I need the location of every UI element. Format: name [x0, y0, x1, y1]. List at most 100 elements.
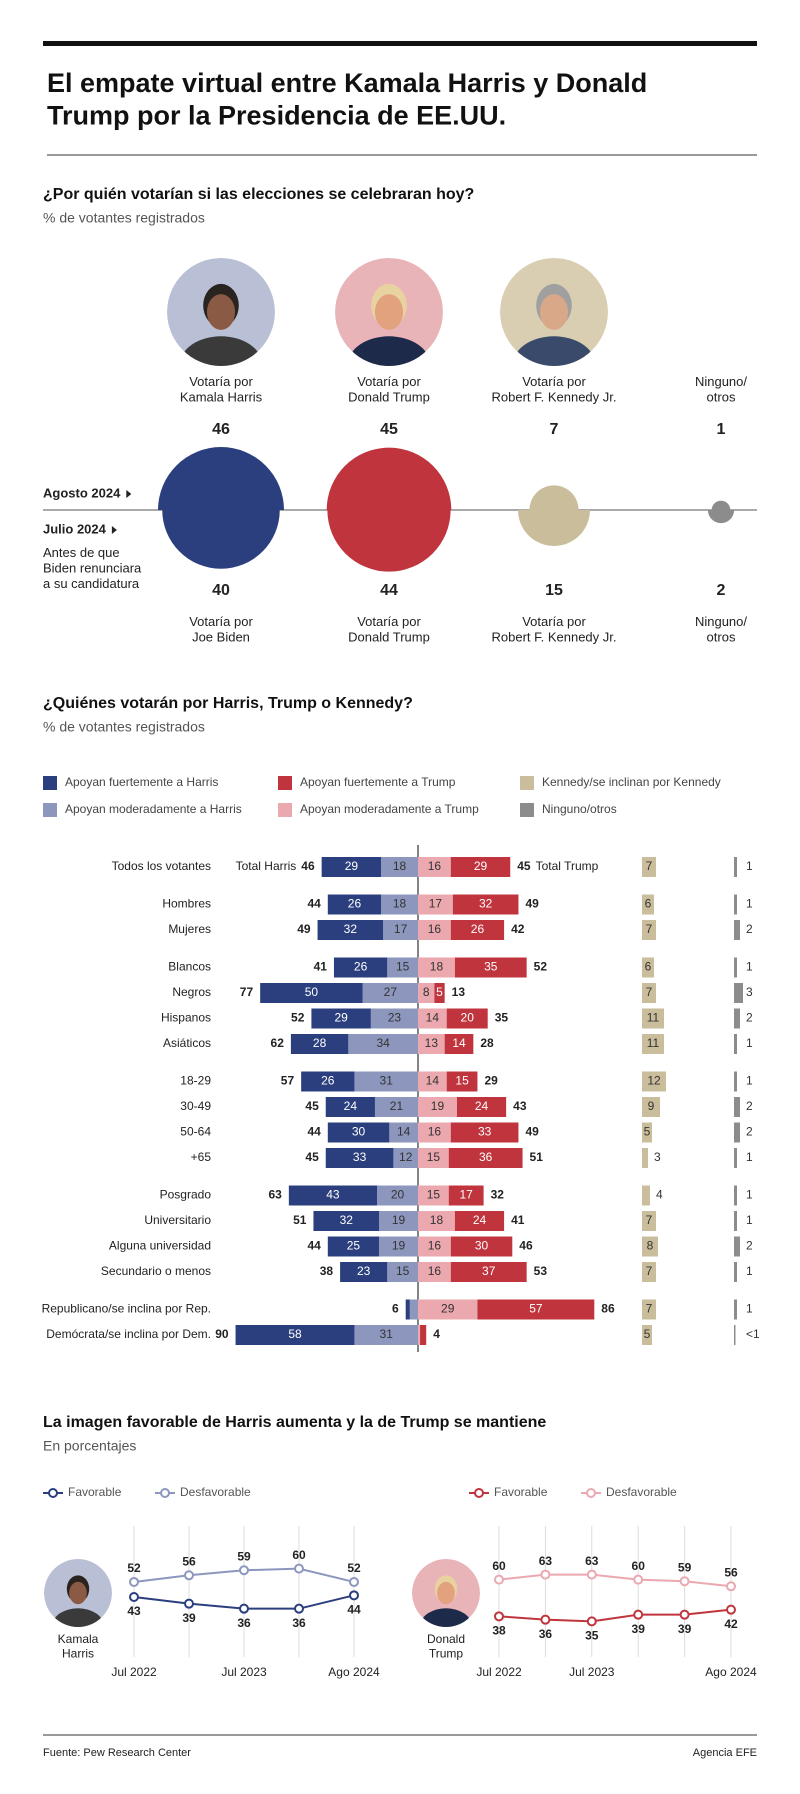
option-label: Ninguno/otros — [695, 614, 747, 645]
portrait-face — [374, 294, 404, 330]
segment-label: 20 — [391, 1188, 405, 1202]
segment-label: 24 — [344, 1099, 358, 1113]
bar-segment — [362, 983, 418, 1003]
bar — [642, 894, 654, 915]
value-label: 1 — [717, 421, 726, 438]
segment-label: 57 — [529, 1302, 543, 1316]
point-label: 52 — [347, 1561, 361, 1575]
option-label: Votaría por Donald Trump — [348, 614, 430, 645]
legend-label: Kennedy/se inclinan por Kennedy — [542, 775, 721, 789]
point-label: 52 — [127, 1561, 141, 1575]
bar — [642, 1071, 666, 1092]
value-label: 1 — [746, 1264, 753, 1278]
total-value: 4 — [433, 1327, 440, 1341]
legend-marker — [474, 1488, 484, 1498]
bar-segment — [301, 1071, 355, 1092]
bar-segment — [418, 894, 453, 915]
text-line: Antes de que — [43, 545, 120, 560]
bar-segment — [381, 894, 418, 915]
segment-label: 18 — [393, 859, 407, 873]
bar-segment — [418, 957, 455, 978]
point — [294, 1563, 304, 1574]
value-label: 8 — [647, 1239, 654, 1253]
total-value: 57 — [281, 1074, 295, 1088]
segment-label: 15 — [396, 960, 410, 974]
category-label: Todos los votantes — [112, 859, 211, 873]
bar-segment — [409, 1299, 418, 1320]
value-label: 12 — [647, 1074, 661, 1088]
section-subtitle: % de votantes registrados — [43, 210, 205, 226]
legend-label: Desfavorable — [180, 1485, 251, 1499]
portrait-face — [206, 294, 236, 330]
text-line: Biden renunciara — [43, 561, 142, 576]
x-tick-label: Jul 2023 — [221, 1665, 267, 1679]
value-label: 9 — [648, 1099, 655, 1113]
legend-marker — [160, 1488, 170, 1498]
point — [679, 1609, 690, 1620]
bar-segment — [418, 1071, 447, 1092]
text-line: Donald — [427, 1632, 465, 1646]
segment-label: 26 — [471, 922, 485, 936]
point — [726, 1581, 736, 1592]
point-label: 63 — [539, 1554, 553, 1568]
value-label: 11 — [647, 1036, 660, 1050]
total-value: 28 — [480, 1036, 494, 1050]
point-label: 60 — [632, 1559, 646, 1573]
total-value: 43 — [513, 1099, 527, 1113]
category-label: Universitario — [144, 1213, 211, 1227]
portrait-face — [437, 1581, 455, 1605]
legend-label: Apoyan moderadamente a Trump — [300, 802, 479, 816]
text-line: Trump — [429, 1647, 464, 1661]
point — [184, 1570, 194, 1581]
bar-segment — [446, 1071, 478, 1092]
line — [498, 1608, 732, 1623]
value-label: 1 — [746, 1213, 753, 1227]
line — [498, 1573, 732, 1588]
portrait-face — [539, 294, 569, 330]
bar-segment — [418, 1299, 478, 1320]
segment-label: 29 — [474, 859, 488, 873]
bar-segment — [454, 1211, 505, 1231]
total-value: 35 — [495, 1011, 509, 1025]
bar-segment — [405, 1299, 410, 1320]
text-line: Robert F. Kennedy Jr. — [491, 390, 616, 405]
bar-segment — [260, 983, 363, 1003]
text-line: Ninguno/ — [695, 374, 747, 389]
value-label: 2 — [746, 1011, 753, 1025]
bar-segment — [313, 1211, 380, 1231]
segment-label: 18 — [430, 1213, 444, 1227]
bar-segment — [418, 1325, 421, 1345]
point-label: 56 — [724, 1565, 738, 1579]
point-label: 43 — [127, 1604, 141, 1618]
value-label: <1 — [746, 1327, 760, 1341]
category-label: 18-29 — [180, 1074, 211, 1088]
text-line: Votaría por — [357, 374, 421, 389]
bar — [642, 1236, 658, 1257]
legend-label: Apoyan fuertemente a Harris — [65, 775, 218, 789]
point — [586, 1616, 597, 1627]
value-label: 3 — [654, 1150, 661, 1164]
bar — [734, 1097, 740, 1117]
top-rule — [43, 41, 757, 46]
bar — [642, 1299, 656, 1320]
bar — [642, 1325, 652, 1345]
value-label: 1 — [746, 1302, 753, 1316]
total-value: 86 — [601, 1302, 615, 1316]
bar-segment — [374, 1097, 418, 1117]
total-value: 29 — [484, 1074, 498, 1088]
total-value: 45 — [305, 1099, 319, 1113]
total-name: Total Harris — [236, 859, 297, 873]
person-name: Kamala Harris — [58, 1632, 99, 1660]
segment-label: 5 — [436, 985, 443, 999]
value-label: 7 — [646, 859, 653, 873]
text-line: Votaría por — [189, 614, 253, 629]
x-tick-label: Ago 2024 — [328, 1665, 380, 1679]
total-value: 32 — [491, 1188, 505, 1202]
value-label: 46 — [212, 421, 230, 438]
bar-segment — [420, 1325, 427, 1345]
portrait-body — [513, 336, 595, 366]
total-value: 44 — [307, 1239, 321, 1253]
point-label: 44 — [347, 1602, 361, 1616]
segment-label: 36 — [479, 1150, 493, 1164]
